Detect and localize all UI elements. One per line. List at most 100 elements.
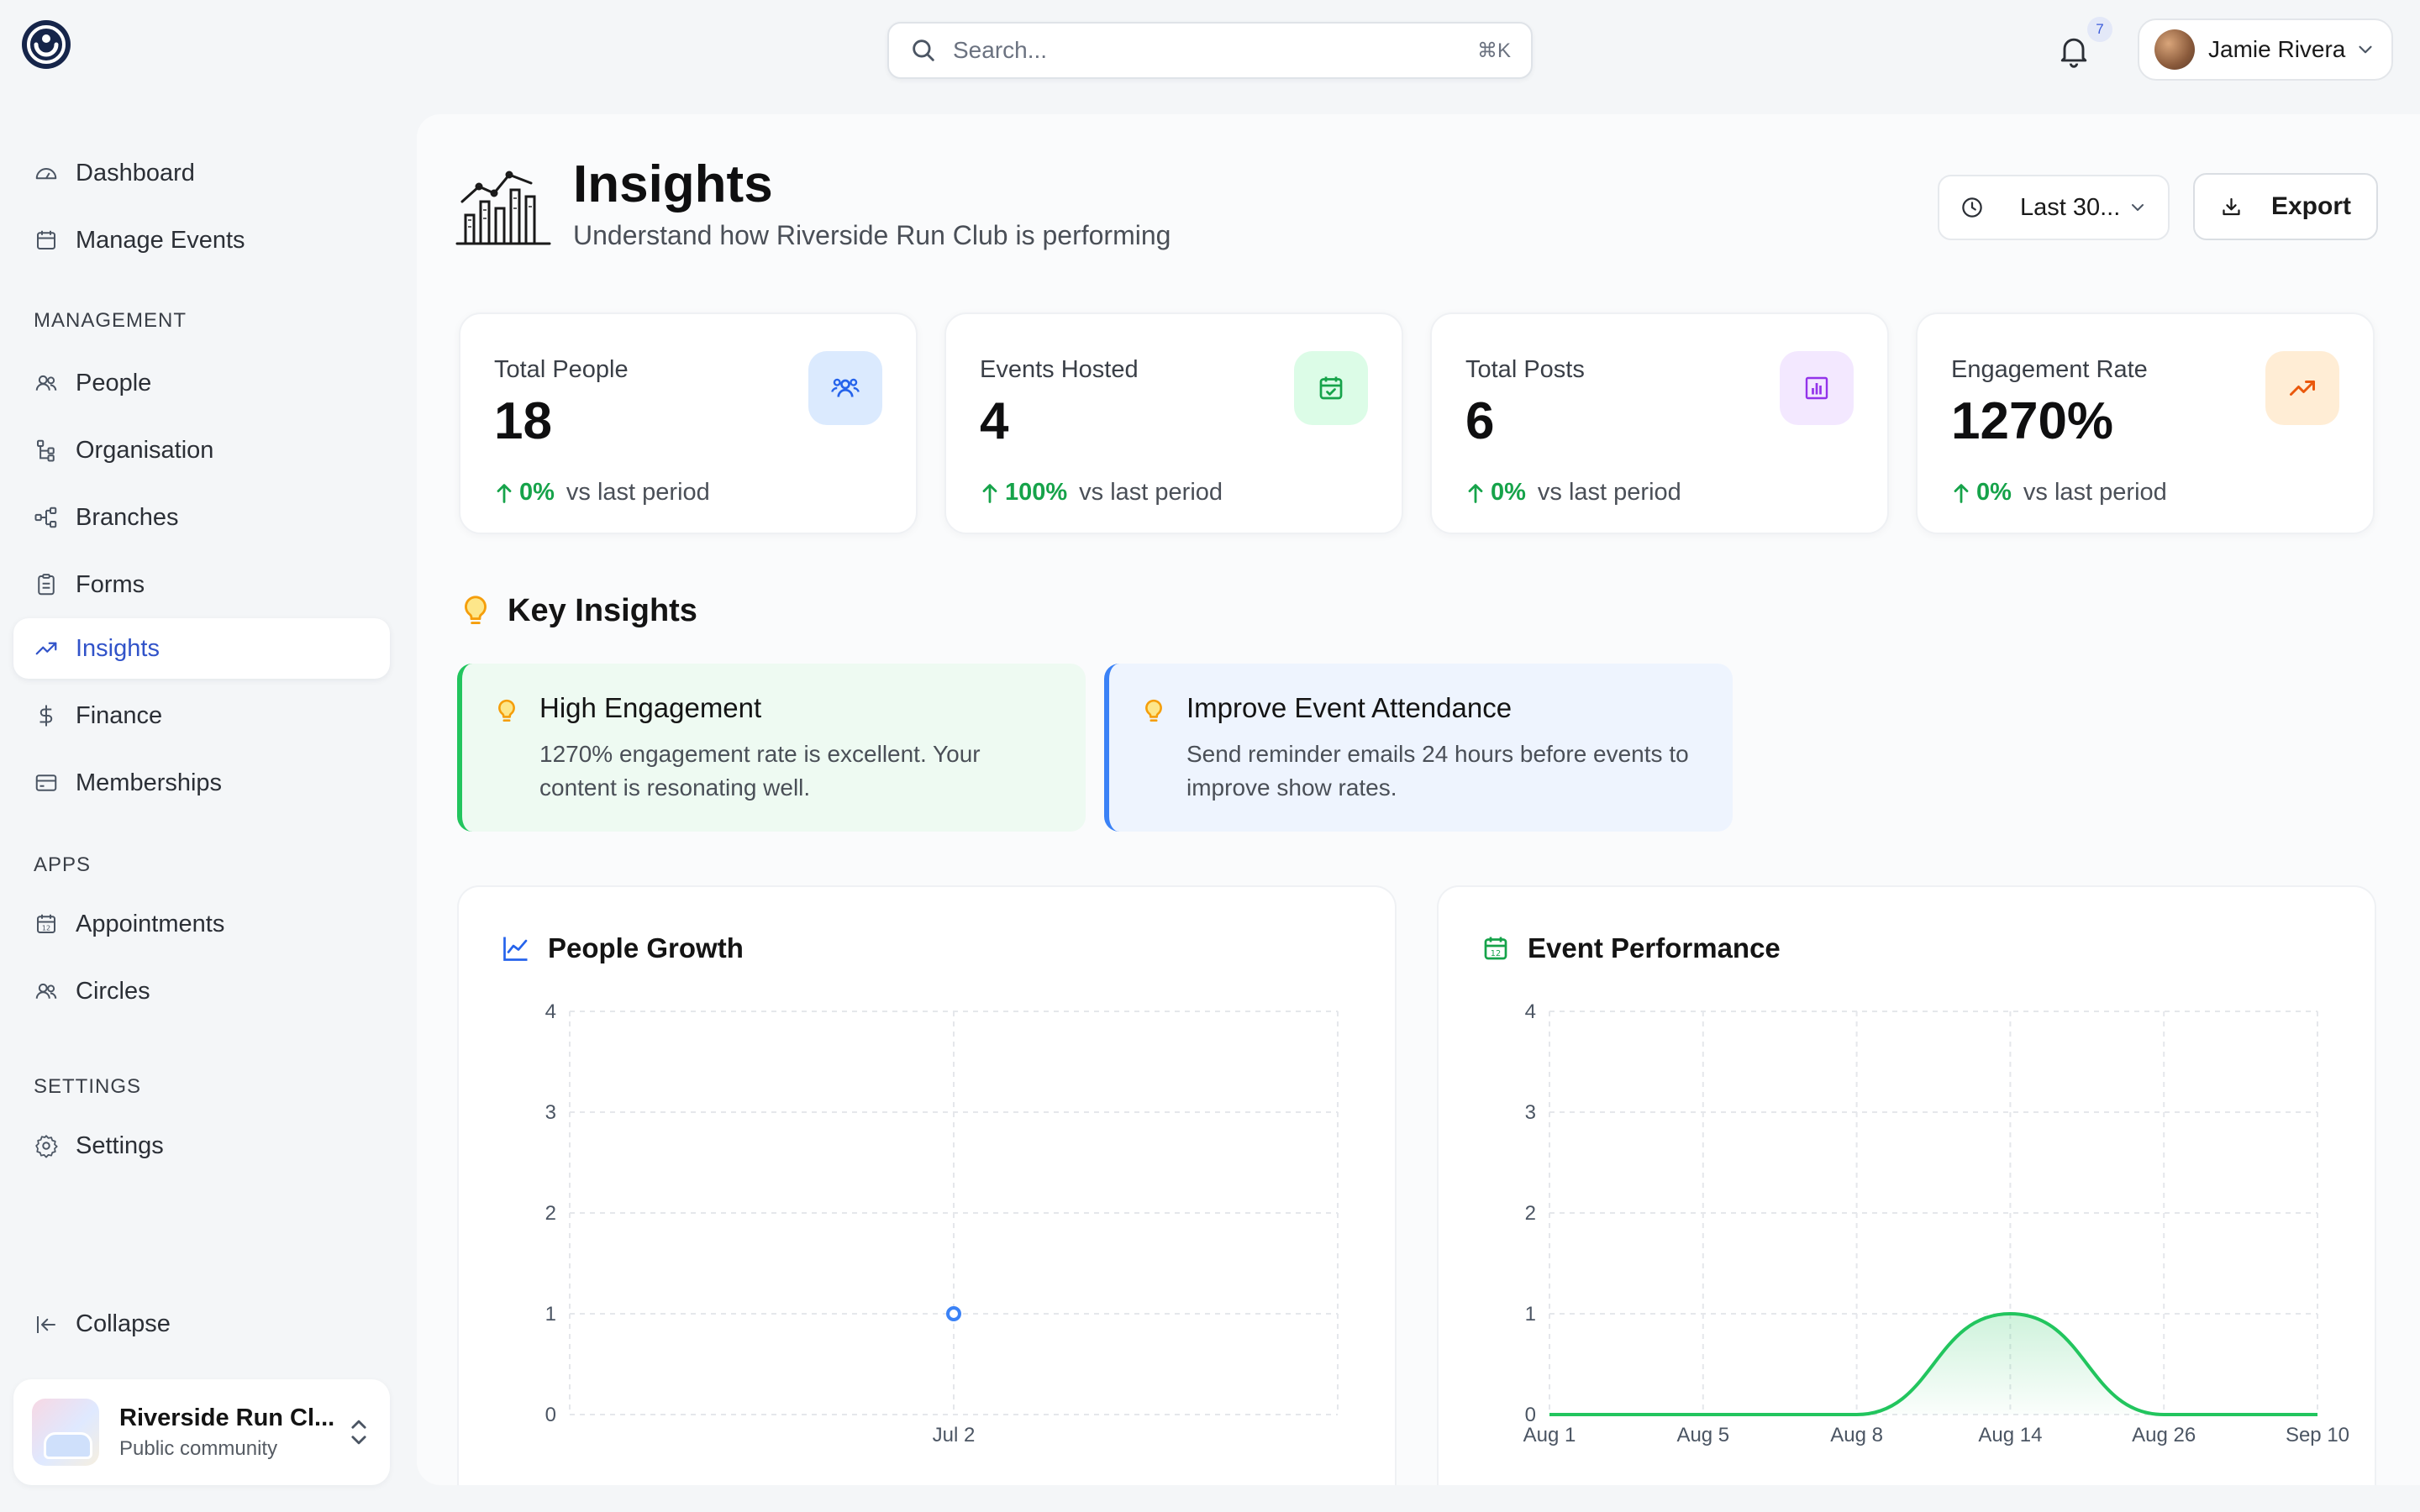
date-range-label: Last 30...	[2020, 193, 2121, 221]
svg-text:12: 12	[42, 924, 50, 932]
svg-text:12: 12	[1491, 949, 1501, 958]
collapse-left-icon	[37, 1315, 55, 1333]
sidebar-item-branches[interactable]: Branches	[13, 487, 390, 548]
stat-value: 1270%	[1951, 392, 2114, 450]
stat-icon-badge	[1294, 351, 1368, 425]
line-chart-icon	[503, 937, 528, 961]
lightbulb-icon	[465, 595, 487, 624]
export-button[interactable]: Export	[2193, 173, 2378, 240]
stat-card-total-posts: Total Posts 6 0% vs last period	[1430, 312, 1889, 534]
insight-card-high-engagement: High Engagement 1270% engagement rate is…	[457, 664, 1086, 832]
stat-change-suffix: vs last period	[566, 479, 710, 506]
trending-up-icon	[2290, 381, 2315, 396]
y-tick-label: 0	[1525, 1404, 1536, 1426]
x-tick-label: Aug 5	[1676, 1424, 1729, 1446]
search-bar[interactable]: Search... ⌘K	[887, 22, 1533, 79]
chevron-down-icon	[2359, 45, 2372, 54]
arrow-up-icon	[1468, 483, 1483, 503]
sidebar: Dashboard Manage Events MANAGEMENT Peopl…	[0, 126, 403, 1512]
chevron-up-down-icon	[351, 1420, 366, 1445]
sidebar-item-label: Finance	[76, 701, 163, 729]
sidebar-item-label: Forms	[76, 570, 145, 598]
calendar-12-icon: 12	[1484, 937, 1507, 960]
sidebar-item-circles[interactable]: Circles	[13, 961, 390, 1021]
insight-title: Improve Event Attendance	[1186, 692, 1512, 723]
stat-card-total-people: Total People 18 0% vs last period	[459, 312, 918, 534]
people-icon	[831, 378, 860, 397]
x-tick-label: Aug 1	[1523, 1424, 1576, 1446]
people-growth-chart: 0 1 2 3 4 Jul 2	[545, 1000, 1339, 1446]
collapse-label: Collapse	[76, 1310, 171, 1337]
search-input[interactable]: Search...	[953, 37, 1048, 63]
section-title-settings: SETTINGS	[34, 1075, 142, 1098]
y-tick-label: 2	[1525, 1202, 1536, 1225]
stat-label: Total People	[494, 356, 629, 383]
stat-label: Engagement Rate	[1951, 356, 2148, 383]
bar-chart-icon	[1805, 376, 1828, 400]
sidebar-item-people[interactable]: People	[13, 353, 390, 413]
sidebar-item-label: Dashboard	[76, 159, 195, 186]
arrow-up-icon	[1954, 483, 1969, 503]
sidebar-item-manage-events[interactable]: Manage Events	[13, 210, 390, 270]
gear-icon	[35, 1135, 58, 1158]
sidebar-item-appointments[interactable]: 12 Appointments	[13, 894, 390, 954]
sidebar-item-label: Organisation	[76, 436, 214, 464]
main-panel: Insights Understand how Riverside Run Cl…	[417, 114, 2420, 1485]
y-tick-label: 4	[1525, 1000, 1536, 1023]
chart-title: People Growth	[548, 932, 744, 963]
stat-value: 6	[1465, 392, 1495, 450]
stat-icon-badge	[2265, 351, 2339, 425]
sidebar-item-label: Insights	[76, 634, 160, 662]
stat-value: 4	[980, 392, 1009, 450]
stat-trend: 0% vs last period	[1465, 479, 1681, 507]
user-name: Jamie Rivera	[2208, 36, 2346, 62]
notification-badge: 7	[2087, 17, 2112, 42]
clock-icon	[1962, 197, 1982, 218]
sidebar-item-organisation[interactable]: Organisation	[13, 420, 390, 480]
stat-icon-badge	[808, 351, 882, 425]
avatar	[2154, 29, 2195, 70]
collapse-button[interactable]: Collapse	[34, 1310, 171, 1338]
sidebar-item-label: People	[76, 369, 152, 396]
sidebar-item-label: Appointments	[76, 910, 225, 937]
sidebar-item-label: Manage Events	[76, 226, 245, 254]
stat-card-events-hosted: Events Hosted 4 100% vs last period	[944, 312, 1403, 534]
lightbulb-icon	[1145, 699, 1162, 722]
sidebar-item-forms[interactable]: Forms	[13, 554, 390, 615]
stat-change: 0%	[519, 479, 555, 506]
sidebar-item-finance[interactable]: Finance	[13, 685, 390, 746]
section-title-management: MANAGEMENT	[34, 309, 187, 332]
sidebar-item-memberships[interactable]: Memberships	[13, 753, 390, 813]
y-tick-label: 3	[545, 1101, 556, 1124]
org-tree-icon	[37, 439, 55, 462]
sidebar-item-settings[interactable]: Settings	[13, 1116, 390, 1176]
date-range-select[interactable]: Last 30...	[1938, 175, 2170, 240]
sidebar-item-dashboard[interactable]: Dashboard	[13, 143, 390, 203]
y-tick-label: 2	[545, 1202, 556, 1225]
sidebar-item-insights[interactable]: Insights	[13, 618, 390, 679]
calendar-check-icon	[1319, 376, 1343, 400]
insight-text: 1270% engagement rate is excellent. Your…	[539, 741, 981, 801]
dollar-icon	[39, 705, 53, 727]
people-icon	[35, 375, 57, 391]
chevron-down-icon	[2132, 204, 2144, 211]
organisation-switcher[interactable]: Riverside Run Cl... Public community	[13, 1379, 390, 1485]
user-menu[interactable]: Jamie Rivera	[2138, 18, 2393, 81]
stat-change-suffix: vs last period	[1537, 479, 1681, 506]
clipboard-icon	[38, 574, 55, 596]
calendar-icon	[37, 230, 55, 249]
data-point	[946, 1306, 961, 1321]
search-icon	[913, 39, 934, 61]
chart-header: People Growth	[501, 932, 744, 964]
stat-value: 18	[494, 392, 552, 450]
stat-icon-badge	[1780, 351, 1854, 425]
bell-icon[interactable]	[2055, 32, 2092, 69]
card-icon	[35, 774, 57, 791]
bar-chart-illustration-icon	[455, 171, 551, 245]
branches-icon	[34, 507, 57, 528]
y-tick-label: 0	[545, 1404, 556, 1426]
app-logo[interactable]	[20, 18, 72, 71]
arrow-up-icon	[497, 483, 512, 503]
chart-card-people-growth: 0 1 2 3 4 Jul 2 People Growth	[457, 885, 1397, 1485]
section-title-apps: APPS	[34, 853, 92, 876]
